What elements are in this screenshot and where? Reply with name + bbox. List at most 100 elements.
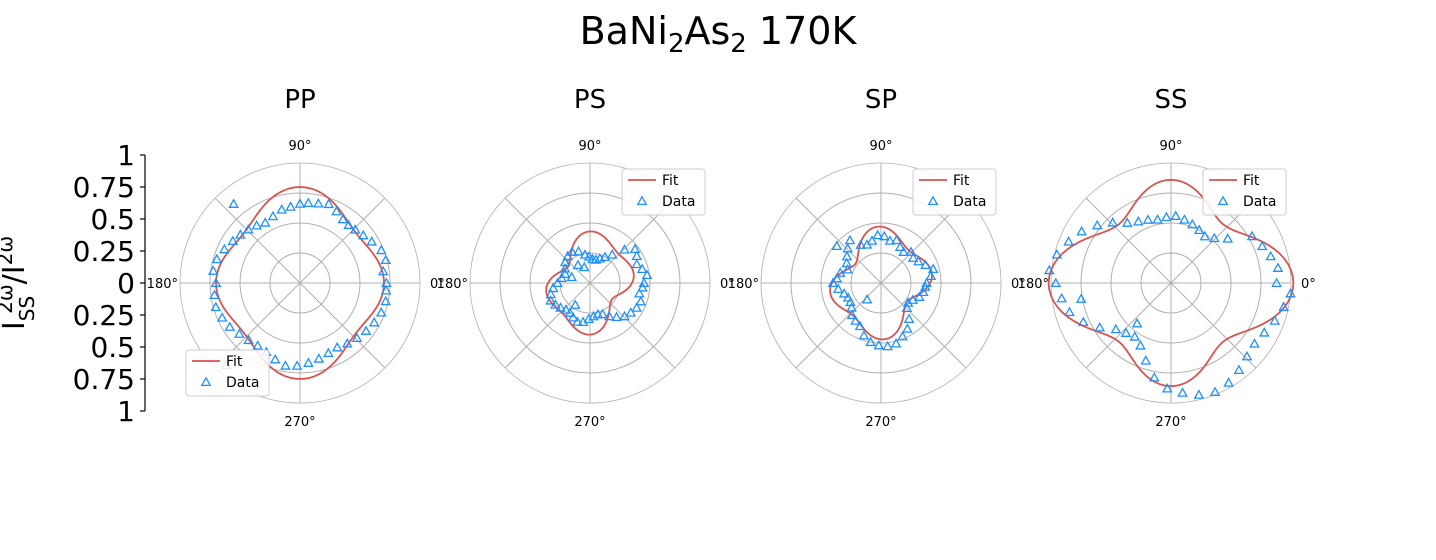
data-point — [1077, 316, 1089, 327]
fit-curve — [829, 225, 933, 341]
data-point — [1142, 214, 1154, 224]
data-point — [209, 289, 220, 300]
data-point — [619, 244, 630, 254]
data-point — [587, 253, 598, 264]
data-point — [902, 297, 914, 307]
polar-panel-ps: PS 0° 90° 180° 270° Fit Data — [437, 85, 735, 430]
data-point — [323, 347, 334, 358]
angle-label: 180° — [1018, 277, 1049, 292]
data-point — [259, 217, 271, 227]
data-point — [251, 219, 262, 230]
data-point — [844, 234, 856, 245]
legend: Fit Data — [1202, 168, 1287, 216]
polar-grid-spoke — [795, 197, 882, 284]
ylabel-superscript: 2ω — [0, 284, 17, 313]
data-point — [280, 360, 291, 370]
data-point — [1249, 338, 1260, 348]
y-tick-label: 0 — [117, 267, 135, 300]
data-point — [569, 299, 581, 309]
data-point — [914, 291, 925, 301]
data-point — [1063, 236, 1074, 246]
legend-data-label: Data — [662, 194, 695, 210]
data-point — [1120, 327, 1132, 337]
polar-grid-spoke — [214, 197, 301, 284]
data-point — [846, 309, 858, 320]
data-point — [1285, 287, 1296, 298]
data-point — [1149, 372, 1160, 382]
data-point — [1233, 364, 1245, 375]
y-tick-label: 0.75 — [73, 171, 135, 204]
data-point — [375, 244, 387, 255]
data-point — [555, 302, 566, 312]
data-point — [357, 229, 369, 240]
data-point — [285, 201, 296, 211]
data-point — [375, 307, 387, 317]
data-point — [842, 263, 853, 274]
data-point — [907, 252, 919, 262]
polar-grid-spoke — [299, 282, 386, 369]
legend: Fit Data — [621, 168, 706, 216]
angle-label: 270° — [574, 415, 605, 430]
title-part-main: BaNi — [580, 9, 668, 53]
data-point — [633, 287, 645, 298]
data-point — [210, 301, 222, 312]
data-point — [861, 294, 873, 304]
data-point — [550, 299, 561, 309]
data-point — [313, 353, 325, 363]
title-part-tail: 170K — [747, 9, 858, 53]
angle-label: 0° — [430, 277, 445, 292]
data-point — [1140, 355, 1152, 365]
data-point — [564, 307, 576, 317]
data-point — [882, 340, 893, 351]
data-point — [368, 316, 380, 327]
data-point — [1269, 315, 1281, 325]
data-point — [925, 270, 937, 281]
polar-grid-spoke — [299, 197, 386, 284]
data-point — [303, 357, 314, 367]
data-point — [1271, 277, 1282, 288]
data-point — [897, 330, 908, 341]
polar-panel-ss: SS 0° 90° 180° 270° Fit Data — [1018, 85, 1316, 430]
y-tick-label: 0.25 — [73, 299, 135, 332]
data-point — [858, 329, 870, 340]
panel-title: PP — [284, 85, 315, 115]
data-point — [927, 263, 939, 274]
data-point — [219, 243, 230, 254]
data-point — [252, 340, 264, 350]
data-point — [842, 242, 853, 253]
data-point — [599, 251, 611, 262]
angle-label: 180° — [728, 277, 759, 292]
data-point — [861, 239, 873, 249]
data-point — [234, 328, 245, 338]
data-point — [641, 269, 653, 279]
data-point — [588, 310, 599, 321]
data-point — [1094, 321, 1106, 332]
y-axis-label: ISS2ω/I2ω — [0, 236, 39, 330]
angle-label: 180° — [437, 277, 468, 292]
data-point — [1193, 389, 1205, 399]
data-point — [1131, 317, 1143, 328]
data-point — [380, 295, 391, 306]
legend-data-swatch — [927, 195, 939, 206]
data-point — [1187, 218, 1198, 229]
ylabel-separator: /I — [0, 265, 32, 284]
y-tick-label: 0.75 — [73, 363, 135, 396]
data-point — [1256, 240, 1268, 251]
data-point — [1272, 262, 1284, 272]
data-point — [572, 316, 583, 326]
data-point — [917, 286, 929, 296]
ylabel-superscript-2: 2ω — [0, 236, 17, 265]
polar-panel-sp: SP 0° 90° 180° 270° Fit Data — [728, 85, 1026, 430]
y-tick-label: 1 — [117, 395, 135, 428]
data-point — [631, 250, 643, 261]
data-point — [552, 277, 563, 288]
angle-label: 90° — [1159, 139, 1182, 154]
data-point — [854, 320, 866, 331]
data-point — [1075, 293, 1087, 303]
data-point — [351, 332, 363, 343]
data-point — [313, 197, 324, 208]
data-point — [291, 360, 303, 370]
title-subscript-1: 2 — [668, 29, 685, 59]
data-point — [1209, 232, 1220, 243]
data-point — [545, 295, 556, 305]
